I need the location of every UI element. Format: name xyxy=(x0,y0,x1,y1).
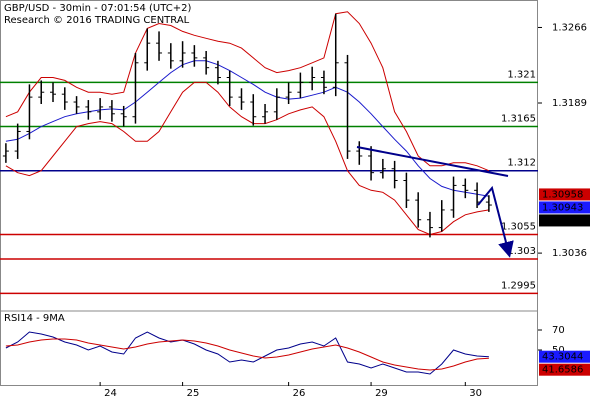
y-tick-label: 70 xyxy=(552,325,565,336)
chart-subtitle: Research © 2016 TRADING CENTRAL xyxy=(4,15,190,26)
chart-title: GBP/USD - 30min - 07:01:54 (UTC+2) xyxy=(4,3,191,14)
level-label: 1.321 xyxy=(507,69,536,80)
x-tick-label: 29 xyxy=(375,388,388,399)
y-tick-label: 1.3189 xyxy=(552,98,587,109)
price-box xyxy=(539,350,590,363)
trend-line xyxy=(356,146,509,177)
x-tick-label: 26 xyxy=(293,388,306,399)
price-panel: 1.3266 1.3189 1.3036 1.321 1.3165 1.312 1.3055… xyxy=(0,11,590,295)
level-label: 1.303 xyxy=(507,246,536,257)
y-tick-label: 1.3266 xyxy=(552,22,587,33)
rsi-line xyxy=(5,338,489,371)
price-box-label: 1.30958 xyxy=(542,189,583,200)
price-box-label: 41.6586 xyxy=(542,365,583,376)
rsi-line xyxy=(5,331,489,375)
level-label: 1.3055 xyxy=(501,221,536,232)
level-label: 1.2995 xyxy=(501,280,536,291)
indicator-line xyxy=(5,60,489,197)
level-label: 1.312 xyxy=(507,158,536,169)
price-box xyxy=(539,201,590,214)
price-box-label: 1.30943 xyxy=(542,202,583,213)
price-box-label: 43.3044 xyxy=(542,352,583,363)
forecast-arrow xyxy=(477,185,514,258)
y-tick-label: 1.3036 xyxy=(552,248,587,259)
price-box xyxy=(539,188,590,201)
price-box xyxy=(539,363,590,376)
x-tick-label: 25 xyxy=(187,388,200,399)
y-tick-label: 50 xyxy=(552,345,565,356)
level-label: 1.3165 xyxy=(501,114,536,125)
plot-frame xyxy=(0,0,538,386)
rsi-title: RSI14 - 9MA xyxy=(4,313,65,324)
indicator-line xyxy=(5,11,490,172)
price-box xyxy=(539,214,590,227)
x-tick-label: 30 xyxy=(469,388,482,399)
price-box-label: 1.3085 xyxy=(542,215,577,226)
x-tick-label: 24 xyxy=(104,388,117,399)
indicator-line xyxy=(5,81,489,236)
